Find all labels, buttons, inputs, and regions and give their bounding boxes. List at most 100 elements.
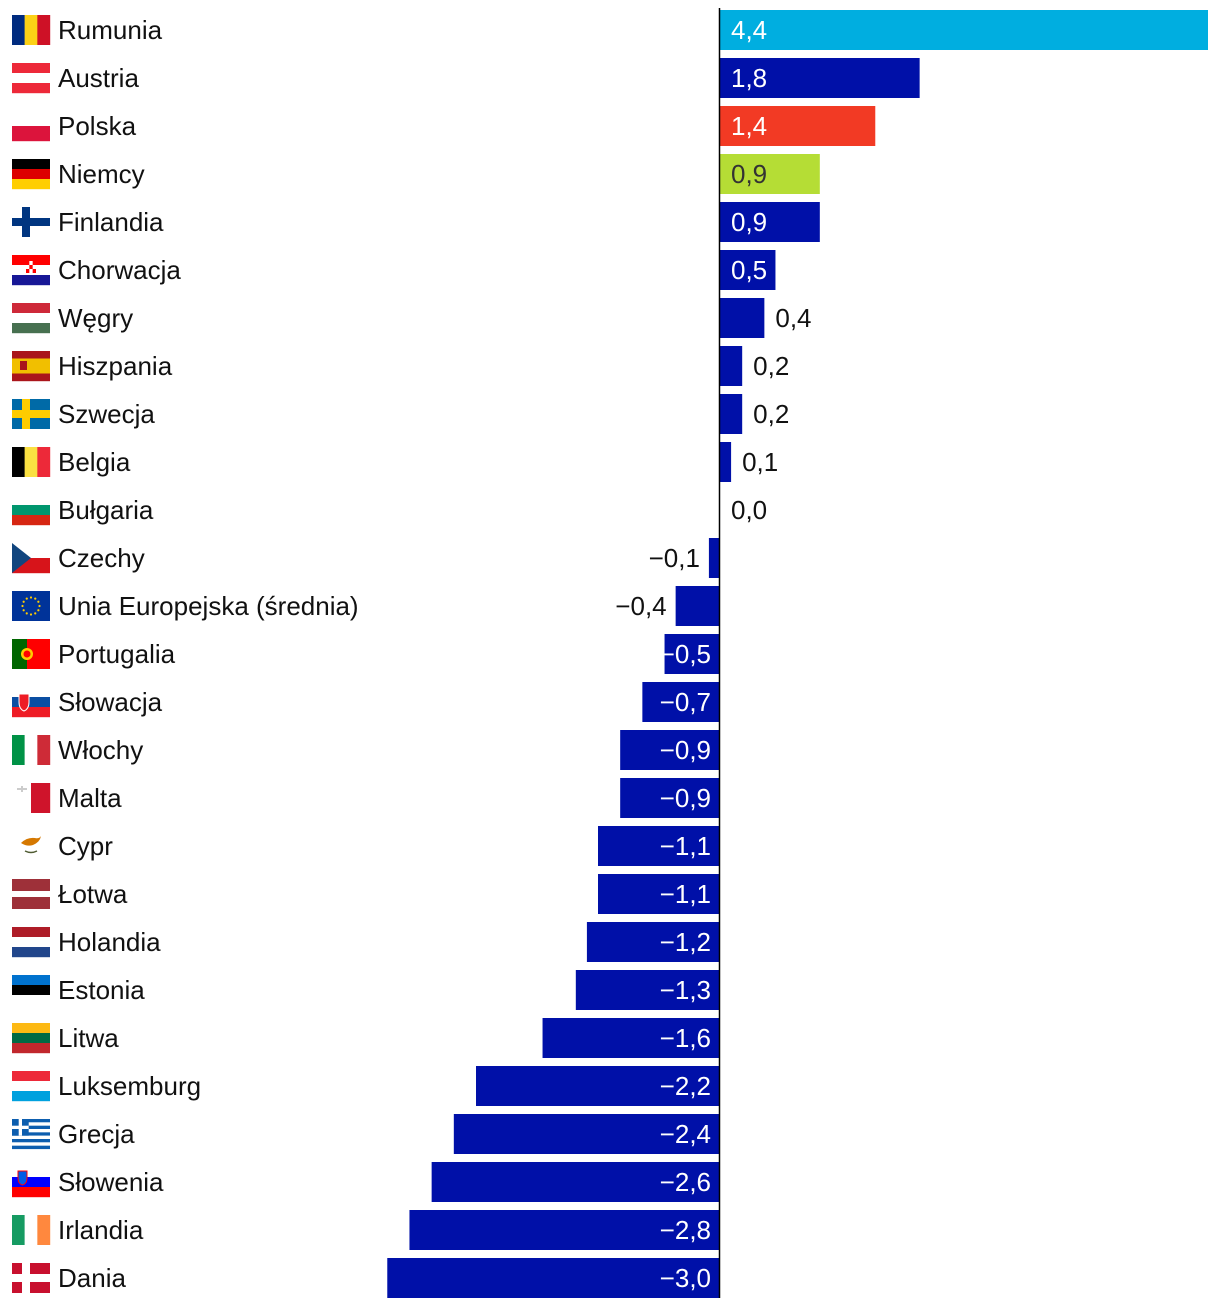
germany-flag-icon xyxy=(12,159,50,190)
bar xyxy=(708,538,720,578)
chart-row: Belgia 0,1 xyxy=(12,442,778,482)
data-label: −0,1 xyxy=(649,543,700,573)
category-label: Austria xyxy=(58,63,139,93)
sweden-flag-icon xyxy=(12,399,50,429)
bar xyxy=(720,58,920,98)
bulgaria-flag-icon xyxy=(12,495,50,526)
bar xyxy=(387,1258,720,1298)
data-label: −2,6 xyxy=(660,1167,711,1197)
chart-row: Polska 1,4 xyxy=(12,106,876,146)
bar xyxy=(720,106,876,146)
category-label: Estonia xyxy=(58,975,145,1005)
data-label: 0,5 xyxy=(731,255,767,285)
bar xyxy=(409,1210,720,1250)
category-label: Irlandia xyxy=(58,1215,144,1245)
category-label: Holandia xyxy=(58,927,161,957)
ireland-flag-icon xyxy=(12,1215,51,1245)
chart-row: Łotwa −1,1 xyxy=(12,874,720,914)
cyprus-flag-icon xyxy=(12,831,50,861)
data-label: 0,9 xyxy=(731,159,767,189)
category-label: Litwa xyxy=(58,1023,119,1053)
chart-row: Chorwacja 0,5 xyxy=(12,250,776,290)
data-label: −1,1 xyxy=(660,831,711,861)
bar xyxy=(476,1066,720,1106)
data-label: −3,0 xyxy=(660,1263,711,1293)
chart-row: Słowacja −0,7 xyxy=(12,682,720,722)
data-label: −0,5 xyxy=(660,639,711,669)
data-label: 0,4 xyxy=(775,303,811,333)
bar xyxy=(586,922,720,962)
category-label: Węgry xyxy=(58,303,133,333)
category-label: Słowacja xyxy=(58,687,163,717)
estonia-flag-icon xyxy=(12,975,50,1006)
eu-flag-icon xyxy=(12,591,50,621)
bar xyxy=(720,250,776,290)
chart-row: Szwecja 0,2 xyxy=(12,394,789,434)
bar xyxy=(431,1162,720,1202)
bar xyxy=(720,10,1208,50)
category-label: Cypr xyxy=(58,831,113,861)
lithuania-flag-icon xyxy=(12,1023,50,1054)
bar xyxy=(720,202,820,242)
data-label: 0,9 xyxy=(731,207,767,237)
category-label: Rumunia xyxy=(58,15,163,45)
data-label: −0,9 xyxy=(660,783,711,813)
category-label: Czechy xyxy=(58,543,145,573)
italy-flag-icon xyxy=(12,735,51,765)
category-label: Dania xyxy=(58,1263,126,1293)
chart-row: Dania −3,0 xyxy=(12,1258,720,1298)
luxembourg-flag-icon xyxy=(12,1071,50,1102)
finland-flag-icon xyxy=(12,207,50,237)
belgium-flag-icon xyxy=(12,447,51,477)
chart-row: Bułgaria 0,0 xyxy=(12,495,767,526)
croatia-flag-icon xyxy=(12,255,50,286)
austria-flag-icon xyxy=(12,63,50,94)
data-label: −1,3 xyxy=(660,975,711,1005)
category-label: Unia Europejska (średnia) xyxy=(58,591,359,621)
data-label: 0,2 xyxy=(753,351,789,381)
portugal-flag-icon xyxy=(12,639,50,669)
chart-row: Malta −0,9 xyxy=(12,778,720,818)
category-label: Łotwa xyxy=(58,879,128,909)
data-label: −0,9 xyxy=(660,735,711,765)
chart-row: Rumunia 4,4 xyxy=(12,10,1208,50)
chart-row: Austria 1,8 xyxy=(12,58,920,98)
chart-row: Węgry 0,4 xyxy=(12,298,812,338)
bar xyxy=(642,682,720,722)
category-label: Hiszpania xyxy=(58,351,173,381)
data-label: −1,2 xyxy=(660,927,711,957)
category-label: Portugalia xyxy=(58,639,176,669)
category-label: Chorwacja xyxy=(58,255,181,285)
bar xyxy=(453,1114,720,1154)
poland-flag-icon xyxy=(12,111,50,142)
chart-row: Cypr −1,1 xyxy=(12,826,720,866)
data-label: 0,1 xyxy=(742,447,778,477)
bar xyxy=(720,298,765,338)
chart-row: Estonia −1,3 xyxy=(12,970,720,1010)
data-label: −2,8 xyxy=(660,1215,711,1245)
romania-flag-icon xyxy=(12,15,51,45)
bar xyxy=(720,442,732,482)
chart-row: Unia Europejska (średnia) −0,4 xyxy=(12,586,720,626)
czechia-flag-icon xyxy=(12,543,50,574)
chart-row: Włochy −0,9 xyxy=(12,730,720,770)
chart-row: Portugalia −0,5 xyxy=(12,634,720,674)
chart-row: Hiszpania 0,2 xyxy=(12,346,789,386)
denmark-flag-icon xyxy=(12,1263,50,1293)
hungary-flag-icon xyxy=(12,303,50,334)
greece-flag-icon xyxy=(12,1119,50,1150)
bar xyxy=(598,826,720,866)
bar xyxy=(620,778,720,818)
slovakia-flag-icon xyxy=(12,687,50,718)
category-label: Polska xyxy=(58,111,137,141)
data-label: 4,4 xyxy=(731,15,767,45)
slovenia-flag-icon xyxy=(12,1167,50,1198)
bar xyxy=(675,586,720,626)
chart-row: Czechy −0,1 xyxy=(12,538,720,578)
data-label: 0,0 xyxy=(731,495,767,525)
category-label: Szwecja xyxy=(58,399,155,429)
bar xyxy=(664,634,720,674)
netherlands-flag-icon xyxy=(12,927,50,958)
data-label: 0,2 xyxy=(753,399,789,429)
data-label: −2,4 xyxy=(660,1119,711,1149)
